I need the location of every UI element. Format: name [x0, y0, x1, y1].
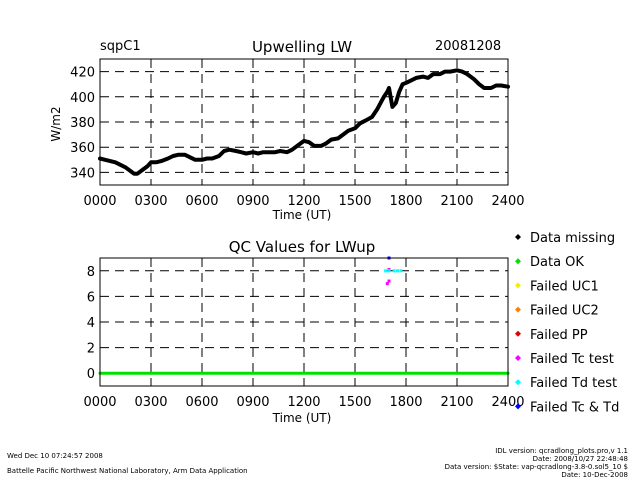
legend-item: Data OK: [515, 255, 584, 270]
legend-marker: [515, 258, 521, 265]
legend-label: Failed UC2: [530, 304, 599, 319]
x-tick-label: 1200: [287, 395, 320, 410]
legend: Data missing Data OK Failed UC1 Failed UC2 F…: [515, 231, 619, 415]
y-tick-label: 4: [87, 316, 95, 331]
legend-item: Failed PP: [515, 328, 588, 343]
plot-frame-top: [99, 58, 509, 186]
x-tick-label: 0300: [134, 395, 167, 410]
y-tick-label: 400: [70, 91, 95, 106]
site-label: sqpC1: [100, 39, 141, 54]
x-tick-label: 0900: [236, 194, 269, 209]
x-tick-label: 1500: [338, 395, 371, 410]
y-axis-label: W/m2: [49, 106, 63, 141]
x-tick-label: 1800: [389, 395, 422, 410]
x-tick-label: 0000: [83, 194, 116, 209]
data-point: [399, 269, 403, 273]
footer-idl-date: Date: 2008/10/27 22:48:48: [532, 455, 628, 463]
y-tick-labels-top: 340 360 380 400 420: [70, 66, 95, 182]
y-tick-label: 380: [70, 116, 95, 131]
data-point: [392, 269, 396, 273]
x-tick-labels-top: 0000 0300 0600 0900 1200 1500 1800 2100 2400: [83, 194, 524, 209]
x-tick-label: 0000: [83, 395, 116, 410]
legend-marker: [515, 403, 521, 410]
x-tick-label: 1200: [287, 194, 320, 209]
x-tick-label: 2100: [440, 395, 473, 410]
x-axis-label: Time (UT): [272, 411, 332, 425]
y-tick-label: 340: [70, 166, 95, 181]
footer-lab-credit: Battelle Pacific Northwest National Labo…: [7, 467, 248, 475]
y-tick-label: 360: [70, 141, 95, 156]
x-tick-label: 2100: [440, 194, 473, 209]
footer-data-version: Data version: $State: vap-qcradlong-3.8-…: [444, 463, 628, 471]
y-tick-label: 6: [87, 290, 95, 305]
legend-marker: [515, 355, 521, 361]
legend-marker: [515, 234, 521, 240]
legend-item: Failed UC2: [515, 304, 599, 319]
legend-label: Failed UC1: [530, 279, 599, 294]
x-tick-label: 0900: [236, 395, 269, 410]
x-tick-label: 2400: [491, 194, 524, 209]
data-point: [396, 269, 399, 273]
footer-timestamp: Wed Dec 10 07:24:57 2008: [7, 452, 103, 460]
legend-marker: [515, 379, 521, 386]
data-point: [387, 269, 391, 273]
y-tick-label: 8: [87, 265, 95, 280]
series-top: [98, 68, 510, 176]
legend-item: Failed Tc test: [515, 352, 614, 367]
x-tick-label: 0300: [134, 194, 167, 209]
legend-marker: [515, 282, 521, 289]
legend-label: Data missing: [530, 231, 615, 246]
x-tick-label: 1800: [389, 194, 422, 209]
data-point: [387, 279, 391, 283]
legend-label: Failed Td test: [530, 376, 617, 391]
x-tick-label: 1500: [338, 194, 371, 209]
series-line: [98, 68, 510, 176]
x-tick-labels-bottom: 0000 0300 0600 0900 1200 1500 1800 2100 2400: [83, 395, 524, 410]
legend-marker: [515, 330, 521, 337]
legend-item: Failed UC1: [515, 279, 599, 294]
y-tick-labels-bottom: 0 2 4 6 8: [87, 265, 95, 382]
legend-label: Failed Tc & Td: [530, 400, 619, 415]
legend-label: Data OK: [530, 255, 584, 270]
x-axis-label: Time (UT): [272, 208, 332, 222]
upwelling-lw-chart: Upwelling LW 0000 0300 0600 0900 1200 1500 180…: [49, 38, 525, 222]
x-tick-label: 0600: [185, 395, 218, 410]
legend-item: Failed Td test: [515, 376, 617, 391]
legend-item: Data missing: [515, 231, 615, 246]
footer-idl-version: IDL version: qcradlong_plots.pro,v 1.1: [495, 447, 628, 455]
y-tick-label: 0: [87, 367, 95, 382]
chart-title: QC Values for LWup: [229, 238, 376, 256]
legend-item: Failed Tc & Td: [515, 400, 619, 415]
qc-values-chart: QC Values for LWup 0000 0300 0600 0900 1200 1…: [83, 238, 524, 425]
y-tick-label: 2: [87, 342, 95, 357]
legend-marker: [515, 306, 521, 313]
legend-label: Failed Tc test: [530, 352, 614, 367]
footer-data-date: Date: 10-Dec-2008: [561, 471, 628, 479]
data-point: [384, 269, 388, 273]
date-label: 20081208: [435, 39, 501, 54]
legend-label: Failed PP: [530, 328, 588, 343]
x-tick-label: 0600: [185, 194, 218, 209]
y-tick-label: 420: [70, 66, 95, 81]
plot-frame-bottom: [99, 257, 509, 387]
grid-top: [100, 59, 508, 185]
chart-title: Upwelling LW: [252, 38, 352, 56]
grid-bottom: [100, 258, 508, 386]
data-point: [385, 282, 389, 286]
